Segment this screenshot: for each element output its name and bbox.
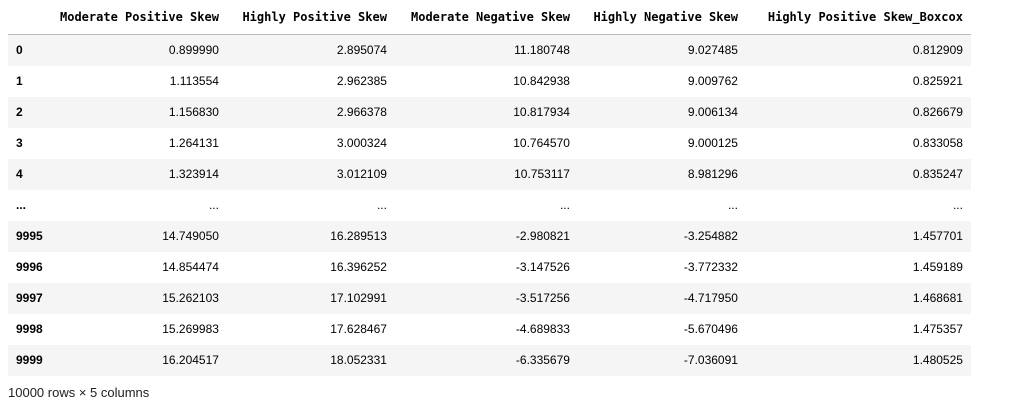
table-cell: 11.180748	[514, 42, 570, 57]
table-body: 0 0.899990 2.895074 11.180748 9.027485 0…	[8, 34, 971, 376]
table-cell: 14.854474	[162, 259, 219, 274]
row-index: 9995	[16, 228, 43, 243]
column-header: Highly Negative Skew	[577, 2, 746, 35]
table-cell: 0.899990	[168, 42, 219, 57]
table-cell: 2.966378	[336, 104, 387, 119]
table-cell: ...	[208, 197, 219, 212]
table-cell: 9.000125	[687, 135, 738, 150]
table-cell: 1.480525	[912, 352, 963, 367]
table-row: 2 1.156830 2.966378 10.817934 9.006134 0…	[8, 96, 971, 128]
table-row: 9998 15.269983 17.628467 -4.689833 -5.67…	[8, 313, 971, 345]
table-cell: 10.817934	[513, 104, 570, 119]
table-cell: 3.012109	[336, 166, 387, 181]
row-index: 1	[16, 73, 23, 88]
table-row: 1 1.113554 2.962385 10.842938 9.009762 0…	[8, 65, 971, 97]
table-cell: 9.009762	[687, 73, 738, 88]
table-cell: ...	[376, 197, 387, 212]
table-row: 9997 15.262103 17.102991 -3.517256 -4.71…	[8, 282, 971, 314]
ellipsis-row: ... ... ... ... ... ...	[8, 189, 971, 221]
table-cell: 0.833058	[912, 135, 963, 150]
table-cell: -3.254882	[683, 228, 738, 243]
table-cell: 1.459189	[912, 259, 963, 274]
table-cell: 0.835247	[912, 166, 963, 181]
table-cell: 1.156830	[168, 104, 219, 119]
row-index: 2	[16, 104, 23, 119]
table-cell: -3.517256	[515, 290, 570, 305]
table-cell: 8.981296	[687, 166, 738, 181]
table-cell: 10.842938	[513, 73, 570, 88]
table-cell: 15.269983	[162, 321, 219, 336]
table-cell: 15.262103	[162, 290, 219, 305]
table-row: 9995 14.749050 16.289513 -2.980821 -3.25…	[8, 220, 971, 252]
table-cell: 0.825921	[912, 73, 963, 88]
row-index: 4	[16, 166, 23, 181]
table-cell: 0.826679	[912, 104, 963, 119]
column-header: Highly Positive Skew_Boxcox	[745, 2, 971, 35]
table-cell: 1.457701	[912, 228, 963, 243]
table-cell: 14.749050	[162, 228, 219, 243]
row-index: 9999	[16, 352, 43, 367]
table-cell: 1.475357	[912, 321, 963, 336]
table-cell: -5.670496	[683, 321, 738, 336]
table-row: 9996 14.854474 16.396252 -3.147526 -3.77…	[8, 251, 971, 283]
table-cell: 0.812909	[912, 42, 963, 57]
table-cell: -4.717950	[683, 290, 738, 305]
row-index: 0	[16, 42, 23, 57]
table-cell: -3.147526	[515, 259, 570, 274]
table-cell: 9.027485	[687, 42, 738, 57]
table-cell: 3.000324	[336, 135, 387, 150]
table-cell: 16.396252	[330, 259, 387, 274]
column-header: Moderate Negative Skew	[394, 2, 578, 35]
table-cell: -2.980821	[515, 228, 570, 243]
dataframe-output: Moderate Positive Skew Highly Positive S…	[8, 2, 971, 376]
table-cell: -3.772332	[683, 259, 738, 274]
table-row: 4 1.323914 3.012109 10.753117 8.981296 0…	[8, 158, 971, 190]
table-row: 9999 16.204517 18.052331 -6.335679 -7.03…	[8, 344, 971, 376]
table-cell: 16.289513	[330, 228, 387, 243]
table-cell: -7.036091	[683, 352, 738, 367]
table-cell: 16.204517	[162, 352, 219, 367]
table-cell: -4.689833	[515, 321, 570, 336]
table-cell: 10.753117	[514, 166, 570, 181]
table-cell: 1.113554	[169, 73, 219, 88]
table-cell: ...	[952, 197, 963, 212]
table-header: Moderate Positive Skew Highly Positive S…	[8, 2, 971, 35]
table-cell: 1.468681	[912, 290, 963, 305]
table-cell: -6.335679	[515, 352, 570, 367]
table-cell: 2.962385	[336, 73, 387, 88]
table-cell: ...	[727, 197, 738, 212]
table-row: 3 1.264131 3.000324 10.764570 9.000125 0…	[8, 127, 971, 159]
index-header	[8, 2, 52, 35]
table-cell: 9.006134	[687, 104, 738, 119]
row-index: ...	[16, 197, 27, 212]
column-header: Moderate Positive Skew	[52, 2, 227, 35]
table-cell: 10.764570	[513, 135, 570, 150]
table-cell: 2.895074	[336, 42, 387, 57]
dataframe-table: Moderate Positive Skew Highly Positive S…	[8, 2, 971, 376]
row-index: 9997	[16, 290, 43, 305]
row-index: 9996	[16, 259, 43, 274]
table-row: 0 0.899990 2.895074 11.180748 9.027485 0…	[8, 34, 971, 66]
table-cell: 1.323914	[168, 166, 219, 181]
table-cell: 17.628467	[330, 321, 387, 336]
table-cell: 18.052331	[330, 352, 387, 367]
table-cell: ...	[559, 197, 570, 212]
table-cell: 17.102991	[330, 290, 387, 305]
row-index: 9998	[16, 321, 43, 336]
column-header: Highly Positive Skew	[226, 2, 395, 35]
dataframe-shape-caption: 10000 rows × 5 columns	[8, 385, 150, 400]
header-row: Moderate Positive Skew Highly Positive S…	[8, 2, 971, 35]
row-index: 3	[16, 135, 23, 150]
table-cell: 1.264131	[168, 135, 219, 150]
